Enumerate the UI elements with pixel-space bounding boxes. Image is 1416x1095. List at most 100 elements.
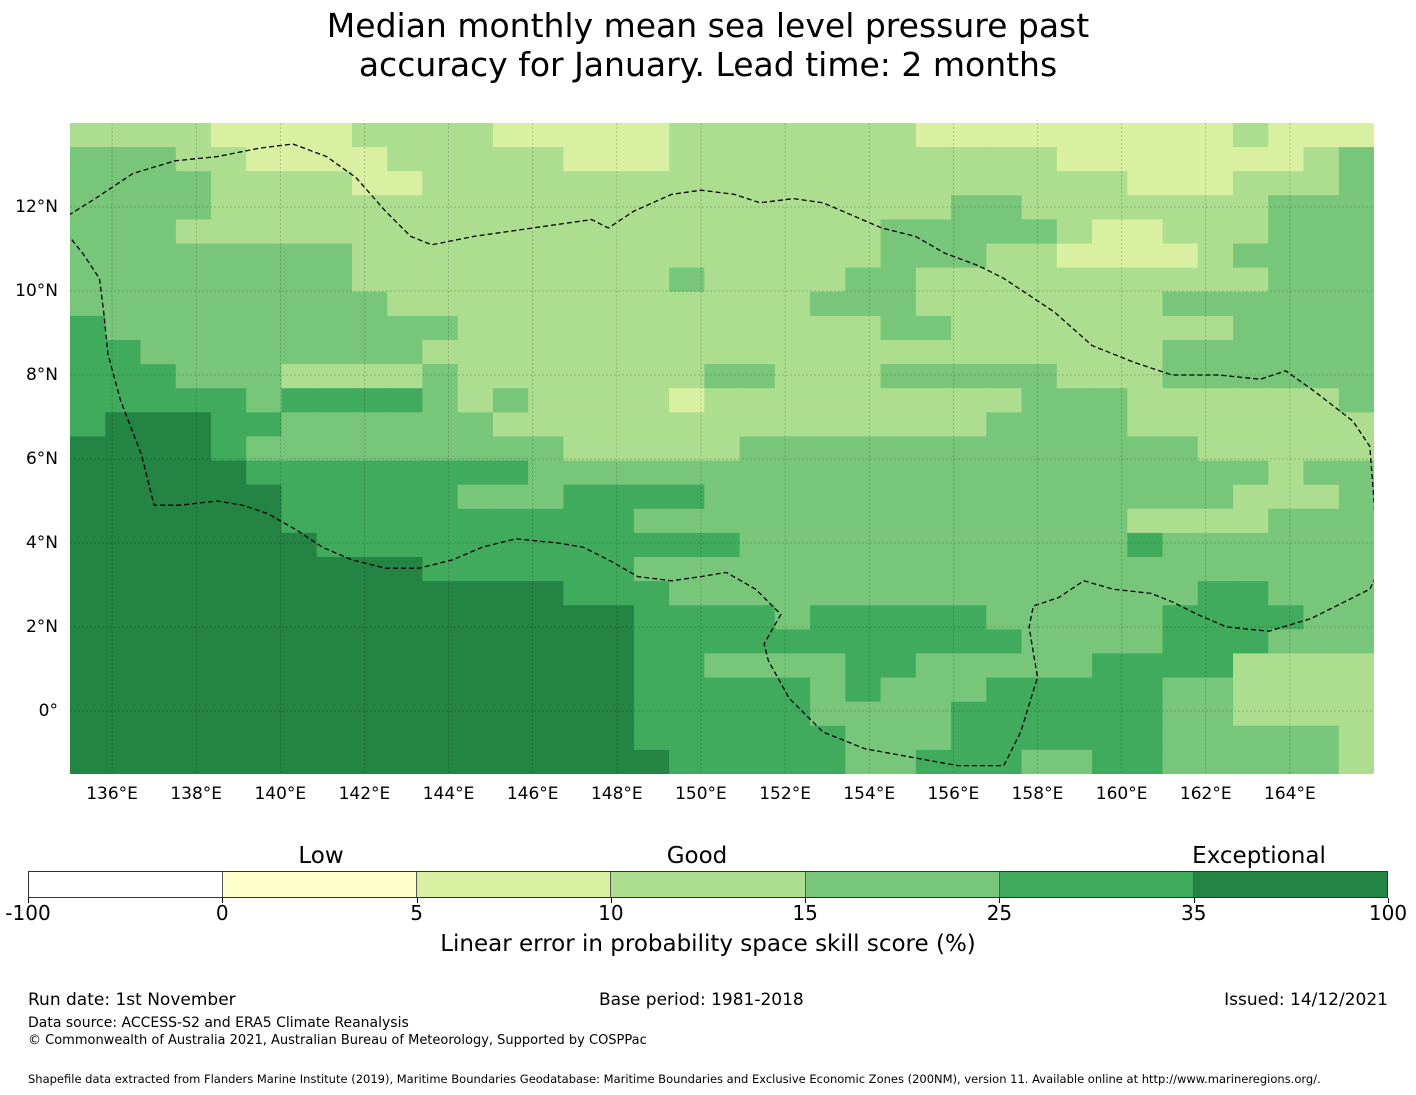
grid-cell: [810, 436, 846, 462]
grid-cell: [1162, 629, 1199, 655]
grid-cell: [1162, 557, 1199, 582]
x-tick-label: 162°E: [1179, 784, 1232, 804]
grid-cell: [1268, 219, 1305, 245]
grid-cell: [210, 460, 247, 486]
grid-cell: [387, 557, 424, 582]
grid-cell: [598, 147, 635, 172]
grid-cell: [669, 364, 705, 389]
grid-cell: [880, 484, 917, 510]
grid-cell: [1233, 581, 1269, 606]
grid-cell: [810, 653, 846, 679]
grid-cell: [457, 701, 494, 727]
grid-cell: [140, 340, 177, 365]
grid-cell: [633, 701, 670, 727]
grid-cell: [598, 123, 635, 148]
grid-cell: [528, 364, 564, 389]
grid-cell: [1092, 171, 1128, 196]
grid-cell: [140, 291, 177, 317]
grid-cell: [387, 701, 424, 727]
grid-cell: [105, 460, 142, 486]
grid-cell: [951, 653, 987, 679]
grid-cell: [1127, 557, 1164, 582]
grid-cell: [1338, 291, 1374, 317]
grid-cell: [351, 364, 388, 389]
grid-cell: [175, 171, 212, 196]
grid-cell: [986, 340, 1023, 365]
grid-cell: [669, 147, 705, 172]
grid-cell: [1303, 484, 1340, 510]
grid-cell: [70, 725, 106, 751]
grid-cell: [70, 364, 106, 389]
grid-cell: [281, 484, 318, 510]
grid-cell: [105, 243, 142, 269]
grid-cell: [669, 195, 705, 221]
grid-cell: [175, 532, 212, 558]
grid-cell: [810, 605, 846, 630]
grid-cell: [175, 508, 212, 534]
grid-cell: [175, 412, 212, 438]
grid-cell: [1197, 605, 1234, 630]
grid-cell: [1127, 677, 1164, 703]
grid-cell: [669, 436, 705, 462]
grid-cell: [140, 219, 177, 245]
grid-cell: [563, 315, 600, 341]
grid-cell: [528, 581, 564, 606]
grid-cell: [739, 171, 776, 196]
grid-cell: [915, 460, 952, 486]
grid-cell: [563, 291, 600, 317]
grid-cell: [1056, 171, 1093, 196]
colorbar-tick-label: 10: [598, 901, 624, 925]
grid-cell: [1338, 460, 1374, 486]
grid-cell: [528, 460, 564, 486]
grid-cell: [633, 147, 670, 172]
grid-cell: [528, 436, 564, 462]
grid-cell: [281, 581, 318, 606]
grid-cell: [70, 291, 106, 317]
grid-cell: [880, 749, 917, 774]
colorbar-segment: [29, 872, 224, 897]
grid-cell: [739, 508, 776, 534]
grid-cell: [810, 581, 846, 606]
grid-cell: [1021, 725, 1058, 751]
x-tick-label: 140°E: [254, 784, 307, 804]
grid-cell: [70, 508, 106, 534]
grid-cell: [1021, 677, 1058, 703]
grid-cell: [1303, 557, 1340, 582]
grid-cell: [105, 653, 142, 679]
grid-cell: [1268, 315, 1305, 341]
grid-cell: [422, 557, 459, 582]
x-tick-label: 148°E: [590, 784, 643, 804]
grid-cell: [70, 629, 106, 655]
grid-cell: [246, 123, 283, 148]
grid-cell: [633, 195, 670, 221]
grid-cell: [739, 605, 776, 630]
grid-cell: [598, 532, 635, 558]
grid-cell: [1338, 749, 1374, 774]
grid-cell: [880, 267, 917, 293]
grid-cell: [915, 508, 952, 534]
grid-cell: [210, 701, 247, 727]
colorbar-tick-mark: [28, 898, 29, 903]
grid-cell: [175, 629, 212, 655]
grid-cell: [351, 243, 388, 269]
grid-cell: [246, 436, 283, 462]
grid-cell: [1127, 653, 1164, 679]
colorbar-tick-mark: [999, 898, 1001, 903]
grid-cell: [1056, 195, 1093, 221]
grid-cell: [1303, 605, 1340, 630]
grid-cell: [845, 315, 882, 341]
grid-cell: [1268, 388, 1305, 413]
colorbar-segment: [805, 872, 1000, 897]
grid-cell: [210, 677, 247, 703]
grid-cell: [598, 219, 635, 245]
chart-title: Median monthly mean sea level pressure p…: [0, 6, 1416, 84]
grid-cell: [70, 581, 106, 606]
grid-cell: [1092, 388, 1128, 413]
grid-cell: [563, 629, 600, 655]
colorbar-tick-mark: [416, 898, 418, 903]
grid-cell: [528, 195, 564, 221]
grid-cell: [880, 605, 917, 630]
y-tick-label: 6°N: [25, 449, 58, 469]
grid-cell: [669, 340, 705, 365]
colorbar-segment: [417, 872, 612, 897]
